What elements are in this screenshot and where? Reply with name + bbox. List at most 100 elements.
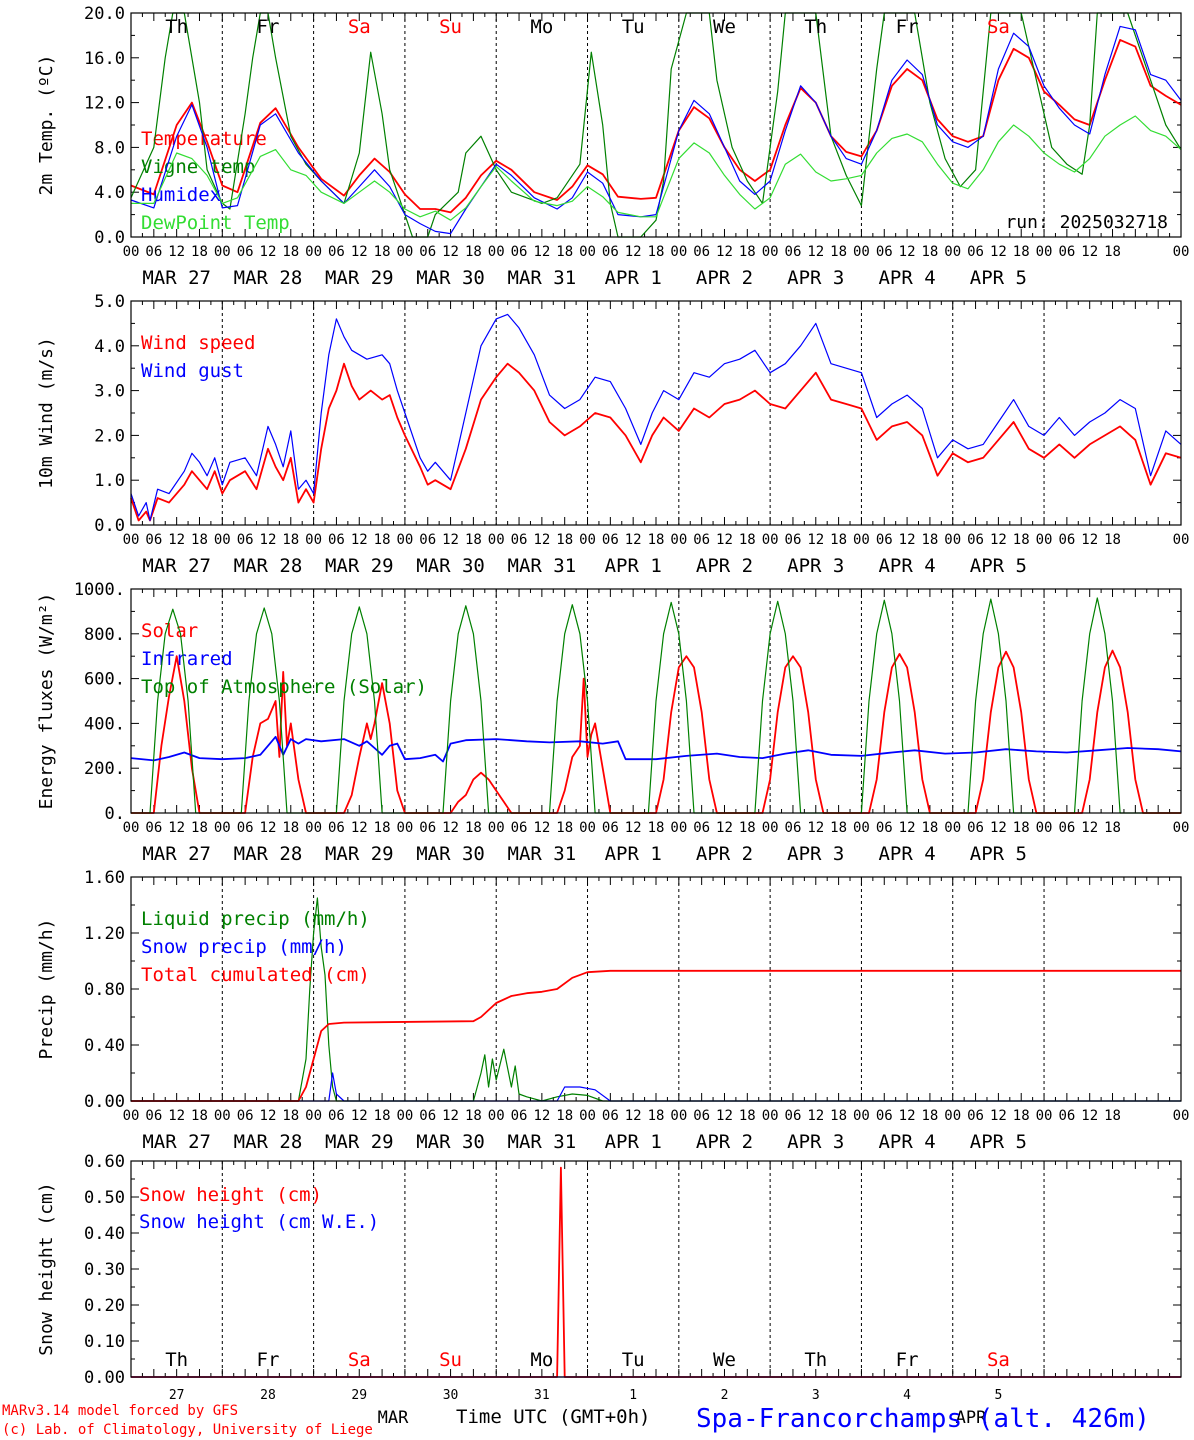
hour-label: 12 [260,820,277,836]
hour-label: 18 [648,820,665,836]
y-tick-label: 0.00 [84,1092,125,1112]
y-tick-label: 0.0 [94,228,125,248]
hour-label: 12 [716,244,733,260]
hour-label: 18 [921,532,938,548]
y-tick-label: 8.0 [94,138,125,158]
date-label: APR 4 [878,555,935,577]
hour-label: 06 [328,244,345,260]
date-label: MAR 27 [142,843,211,865]
hour-label: 00 [944,244,961,260]
weekday-label: Fr [896,16,919,38]
hour-label: 18 [556,820,573,836]
hour-label: 12 [899,532,916,548]
y-axis-label: 2m Temp. (ºC) [36,55,57,196]
hour-label: 06 [876,532,893,548]
hour-label: 18 [282,1108,299,1124]
date-label: MAR 30 [416,267,485,289]
day-number-label: 2 [721,1388,729,1403]
date-label: MAR 30 [416,555,485,577]
date-label: MAR 29 [325,267,394,289]
y-tick-label: 200. [84,759,125,779]
hour-label: 18 [739,1108,756,1124]
hour-label: 06 [419,820,436,836]
hour-label: 12 [351,244,368,260]
hour-label: 18 [921,1108,938,1124]
panels: 0.04.08.012.016.020.02m Temp. (ºC) Temper… [36,4,1189,1428]
hour-label: 06 [876,244,893,260]
hour-label: 06 [876,820,893,836]
y-axis-label: 10m Wind (m/s) [36,337,57,489]
hour-label: 06 [602,532,619,548]
series-line-wind-1 [130,313,1182,522]
weekday-label: Sa [348,16,371,38]
hour-label: 00 [853,532,870,548]
hour-label: 00 [396,244,413,260]
hour-label: 00 [214,1108,231,1124]
hour-label: 00 [579,820,596,836]
hour-label: 12 [990,532,1007,548]
hour-label: 06 [967,244,984,260]
hour-label: 06 [145,1108,162,1124]
hour-label: 12 [533,1108,550,1124]
day-number-label: 28 [260,1388,276,1403]
plot-frame [130,300,1182,526]
date-label: APR 2 [696,843,753,865]
y-tick-label: 1000. [74,580,125,600]
hour-label: 00 [1036,1108,1053,1124]
weekday-label: We [713,16,736,38]
y-tick-label: 12.0 [84,94,125,114]
hour-label: 18 [556,532,573,548]
hour-label: 00 [214,532,231,548]
hour-label: 12 [442,1108,459,1124]
hour-label: 00 [305,532,322,548]
hour-label: 18 [191,820,208,836]
hour-label: 18 [465,244,482,260]
hour-label: 06 [1058,244,1075,260]
weekday-label: Mo [530,1349,553,1371]
hour-label: 12 [1081,820,1098,836]
hour-label: 06 [237,244,254,260]
date-label: MAR 30 [416,1131,485,1153]
hour-label: 12 [260,1108,277,1124]
hour-label: 18 [374,820,391,836]
date-label: APR 5 [970,267,1027,289]
date-label: MAR 29 [325,843,394,865]
hour-label: 00 [579,244,596,260]
date-label: MAR 31 [508,843,577,865]
hour-label: 18 [191,532,208,548]
hour-label: 12 [351,820,368,836]
hour-label: 06 [419,244,436,260]
date-label: APR 4 [878,267,935,289]
panel-energy: 0. 200. 400. 600. 800. 1000. Energy fluxes (W/… [36,580,1189,865]
hour-label: 06 [511,532,528,548]
hour-label: 00 [670,1108,687,1124]
weekday-label: Sa [348,1349,371,1371]
plot-frame [130,12,1182,238]
weekday-label: Sa [987,1349,1010,1371]
day-number-label: 3 [812,1388,820,1403]
hour-label: 06 [785,532,802,548]
hour-label: 00 [396,1108,413,1124]
y-tick-label: 0.0 [94,516,125,536]
hour-label: 00 [670,532,687,548]
hour-label: 12 [1081,532,1098,548]
date-label: APR 3 [787,843,844,865]
legend-entry: Wind speed [141,332,255,354]
hour-label: 00 [670,820,687,836]
y-tick-label: 0.50 [84,1188,125,1208]
hour-label: 06 [693,820,710,836]
hour-label: 06 [328,532,345,548]
hour-label: 18 [374,1108,391,1124]
hour-label: 06 [145,820,162,836]
hour-label: 12 [990,820,1007,836]
hour-label: 06 [602,1108,619,1124]
date-label: MAR 29 [325,1131,394,1153]
hour-label: 06 [1058,820,1075,836]
series-line-temperature-1 [130,12,1182,238]
weekday-label: Su [439,1349,462,1371]
date-label: MAR 29 [325,555,394,577]
hour-label: 00 [305,1108,322,1124]
y-tick-label: 0.60 [84,1152,125,1172]
legend-entry: Snow height (cm) [139,1184,322,1206]
